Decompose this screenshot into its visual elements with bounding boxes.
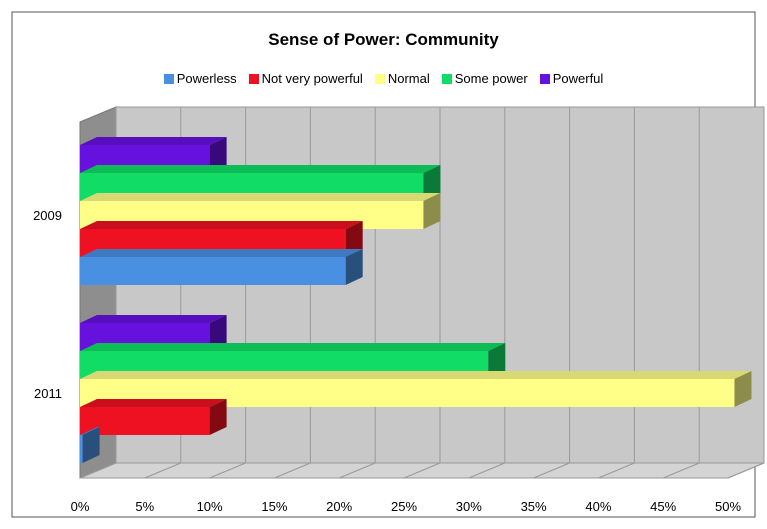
x-tick-label: 25% bbox=[391, 499, 417, 514]
bar-top bbox=[80, 343, 506, 351]
gridline-floor bbox=[339, 462, 376, 479]
x-tick-label: 40% bbox=[585, 499, 611, 514]
gridline-floor bbox=[598, 462, 635, 479]
gridline-floor bbox=[727, 462, 765, 479]
x-tick-label: 30% bbox=[456, 499, 482, 514]
legend-label: Normal bbox=[387, 71, 430, 86]
category-label: 2011 bbox=[34, 386, 62, 401]
legend-label: Powerless bbox=[176, 71, 237, 86]
bar-top bbox=[80, 165, 441, 173]
bar-side bbox=[423, 165, 441, 201]
gridline-floor bbox=[403, 462, 441, 479]
bar-top bbox=[80, 137, 227, 145]
gridline-floor bbox=[274, 462, 311, 479]
gridline-floor bbox=[533, 462, 570, 479]
gridline-floor bbox=[209, 462, 246, 479]
bar-side bbox=[209, 137, 227, 173]
bar bbox=[80, 257, 346, 285]
bar-side bbox=[345, 249, 363, 285]
legend-item-1: Not very powerful bbox=[248, 71, 363, 86]
gridline-floor bbox=[144, 462, 181, 479]
bar-top bbox=[80, 221, 363, 229]
legend-item-0: Powerless bbox=[163, 71, 237, 86]
x-tick-label: 50% bbox=[715, 499, 741, 514]
legend-item-3: Some power bbox=[441, 71, 528, 86]
bar-top bbox=[80, 193, 441, 201]
chart-title: Sense of Power: Community bbox=[268, 30, 499, 49]
bar-top bbox=[80, 249, 363, 257]
legend-swatch bbox=[539, 73, 550, 84]
bar-top bbox=[80, 315, 227, 323]
x-tick-label: 10% bbox=[197, 499, 223, 514]
bar-side bbox=[423, 193, 441, 229]
bar-top bbox=[80, 427, 100, 435]
x-tick-label: 15% bbox=[261, 499, 287, 514]
legend-swatch bbox=[163, 73, 174, 84]
gridline-floor bbox=[663, 462, 700, 479]
bar-side bbox=[82, 427, 100, 463]
x-tick-label: 20% bbox=[326, 499, 352, 514]
category-label: 2009 bbox=[33, 208, 62, 223]
legend-label: Powerful bbox=[552, 71, 604, 86]
x-tick-label: 5% bbox=[135, 499, 154, 514]
bar-top bbox=[80, 399, 227, 407]
chart-legend: Powerless Not very powerful Normal Some pow… bbox=[0, 71, 767, 86]
legend-item-4: Powerful bbox=[539, 71, 604, 86]
bar-side bbox=[209, 399, 227, 435]
bar-top bbox=[80, 371, 752, 379]
bar bbox=[80, 407, 210, 435]
bar-side bbox=[209, 315, 227, 351]
bar bbox=[80, 435, 83, 463]
bar-side bbox=[345, 221, 363, 257]
bar-side bbox=[488, 343, 506, 379]
gridline-floor bbox=[468, 462, 505, 479]
legend-label: Not very powerful bbox=[261, 71, 363, 86]
legend-label: Some power bbox=[454, 71, 528, 86]
x-tick-label: 0% bbox=[71, 499, 90, 514]
x-tick-label: 45% bbox=[650, 499, 676, 514]
gridline-floor bbox=[79, 462, 117, 479]
bar-side bbox=[734, 371, 752, 407]
legend-swatch bbox=[441, 73, 452, 84]
legend-item-2: Normal bbox=[374, 71, 430, 86]
x-tick-label: 35% bbox=[521, 499, 547, 514]
legend-swatch bbox=[248, 73, 259, 84]
legend-swatch bbox=[374, 73, 385, 84]
